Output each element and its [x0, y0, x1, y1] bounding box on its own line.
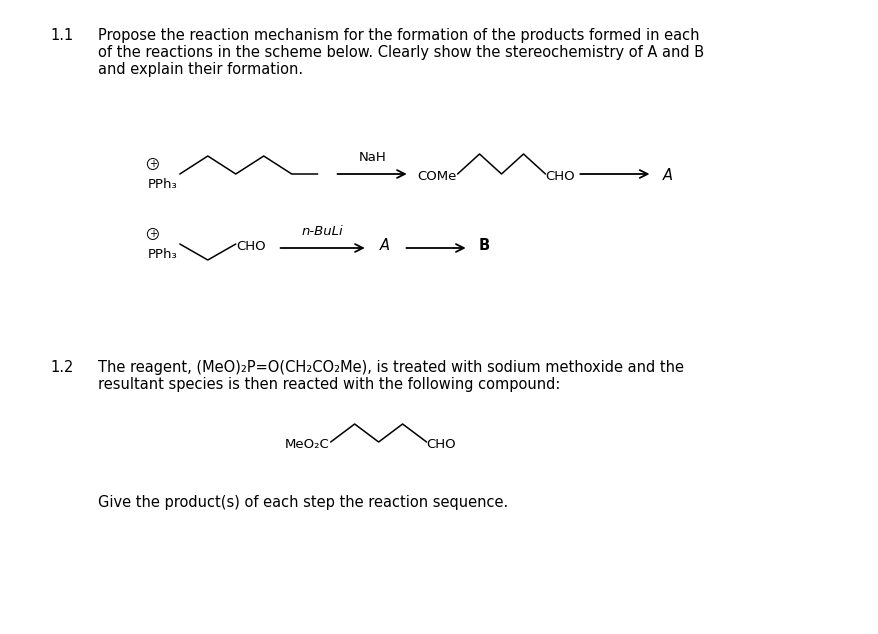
Text: Propose the reaction mechanism for the formation of the products formed in each: Propose the reaction mechanism for the f… [97, 28, 699, 43]
Text: Give the product(s) of each step the reaction sequence.: Give the product(s) of each step the rea… [97, 495, 507, 510]
Text: n-BuLi: n-BuLi [301, 225, 343, 238]
Text: CHO: CHO [545, 169, 574, 183]
Text: resultant species is then reacted with the following compound:: resultant species is then reacted with t… [97, 377, 559, 392]
Text: +: + [148, 229, 156, 239]
Text: PPh₃: PPh₃ [148, 248, 177, 261]
Text: and explain their formation.: and explain their formation. [97, 62, 303, 77]
Text: of the reactions in the scheme below. Clearly show the stereochemistry of A and : of the reactions in the scheme below. Cl… [97, 45, 703, 60]
Text: MeO₂C: MeO₂C [284, 437, 329, 451]
Text: COMe: COMe [417, 169, 457, 183]
Text: CHO: CHO [426, 437, 456, 451]
Text: A: A [379, 238, 389, 254]
Text: +: + [148, 159, 156, 169]
Text: CHO: CHO [235, 240, 265, 252]
Text: PPh₃: PPh₃ [148, 178, 177, 191]
Text: 1.2: 1.2 [50, 360, 73, 375]
Text: B: B [478, 238, 489, 254]
Text: 1.1: 1.1 [50, 28, 73, 43]
Text: The reagent, (MeO)₂P=O(CH₂CO₂Me), is treated with sodium methoxide and the: The reagent, (MeO)₂P=O(CH₂CO₂Me), is tre… [97, 360, 683, 375]
Text: NaH: NaH [358, 151, 385, 164]
Text: A: A [662, 169, 672, 183]
